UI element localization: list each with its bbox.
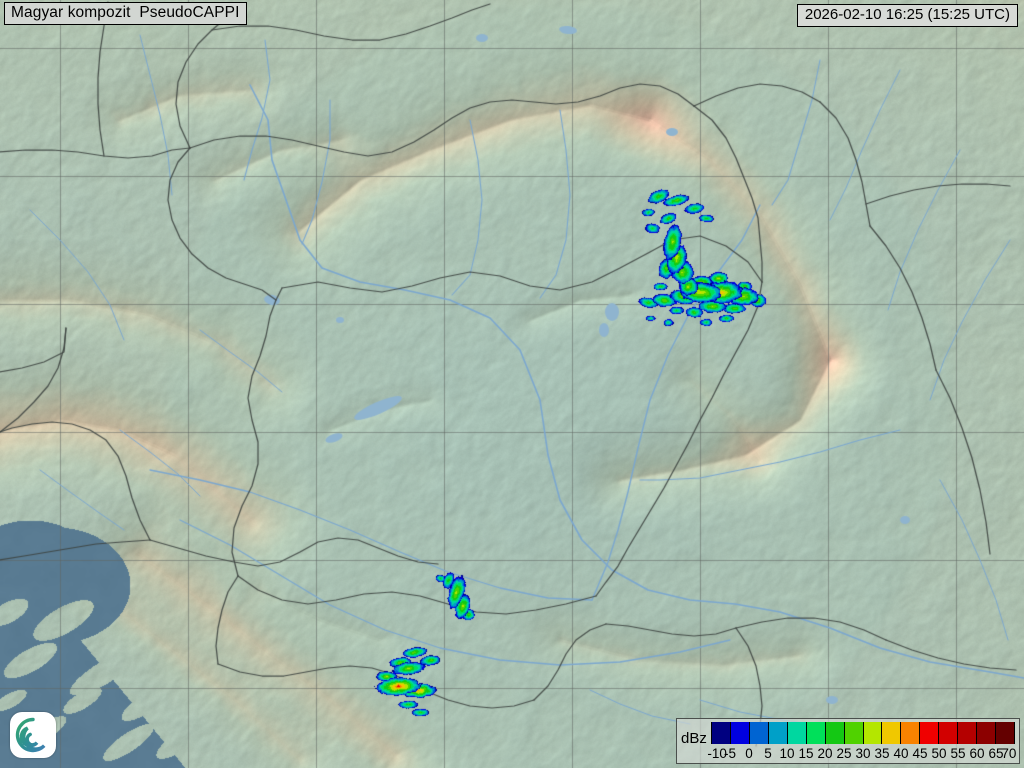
legend-tick-70: 70: [1001, 746, 1017, 761]
legend-swatch-3: [768, 722, 788, 744]
legend-swatch-1: [730, 722, 750, 744]
legend-tick-50: 50: [931, 746, 947, 761]
legend-tick-20: 20: [817, 746, 833, 761]
legend-swatch-0: [712, 722, 731, 744]
spiral-logo: [10, 712, 56, 758]
legend-swatch-14: [977, 722, 997, 744]
legend-swatch-15: [996, 722, 1015, 744]
legend-tick-5: 5: [764, 746, 772, 761]
timestamp-label: 2026-02-10 16:25 (15:25 UTC): [796, 4, 1018, 27]
legend-swatch-12: [939, 722, 959, 744]
legend-tick-55: 55: [950, 746, 966, 761]
legend-swatch-5: [806, 722, 826, 744]
legend-swatch-13: [958, 722, 978, 744]
legend-swatch-11: [920, 722, 940, 744]
legend-swatch-7: [844, 722, 864, 744]
legend-tick-15: 15: [798, 746, 814, 761]
legend-swatch-10: [901, 722, 921, 744]
dbz-color-legend: dBz -10 -5 0 5 10 15 20 25 30 35 40 45 50 55 60 65 70: [676, 718, 1020, 764]
legend-swatch-9: [882, 722, 902, 744]
legend-color-bar: [711, 722, 1015, 744]
legend-unit-label: dBz: [681, 730, 707, 747]
legend-tick-40: 40: [893, 746, 909, 761]
legend-tick-35: 35: [874, 746, 890, 761]
legend-swatch-8: [863, 722, 883, 744]
legend-tick-45: 45: [912, 746, 928, 761]
page-title: Magyar kompozit PseudoCAPPI: [4, 2, 247, 25]
legend-tick-labels: -10 -5 0 5 10 15 20 25 30 35 40 45 50 55 60 65 70: [707, 745, 1017, 763]
legend-tick--5: -5: [723, 746, 737, 761]
legend-tick-0: 0: [745, 746, 753, 761]
legend-tick--10: -10: [707, 746, 727, 761]
legend-tick-25: 25: [836, 746, 852, 761]
legend-tick-30: 30: [855, 746, 871, 761]
legend-swatch-4: [787, 722, 807, 744]
legend-tick-10: 10: [779, 746, 795, 761]
legend-swatch-6: [825, 722, 845, 744]
legend-tick-60: 60: [969, 746, 985, 761]
legend-swatch-2: [749, 722, 769, 744]
legend-tick-65: 65: [988, 746, 1004, 761]
